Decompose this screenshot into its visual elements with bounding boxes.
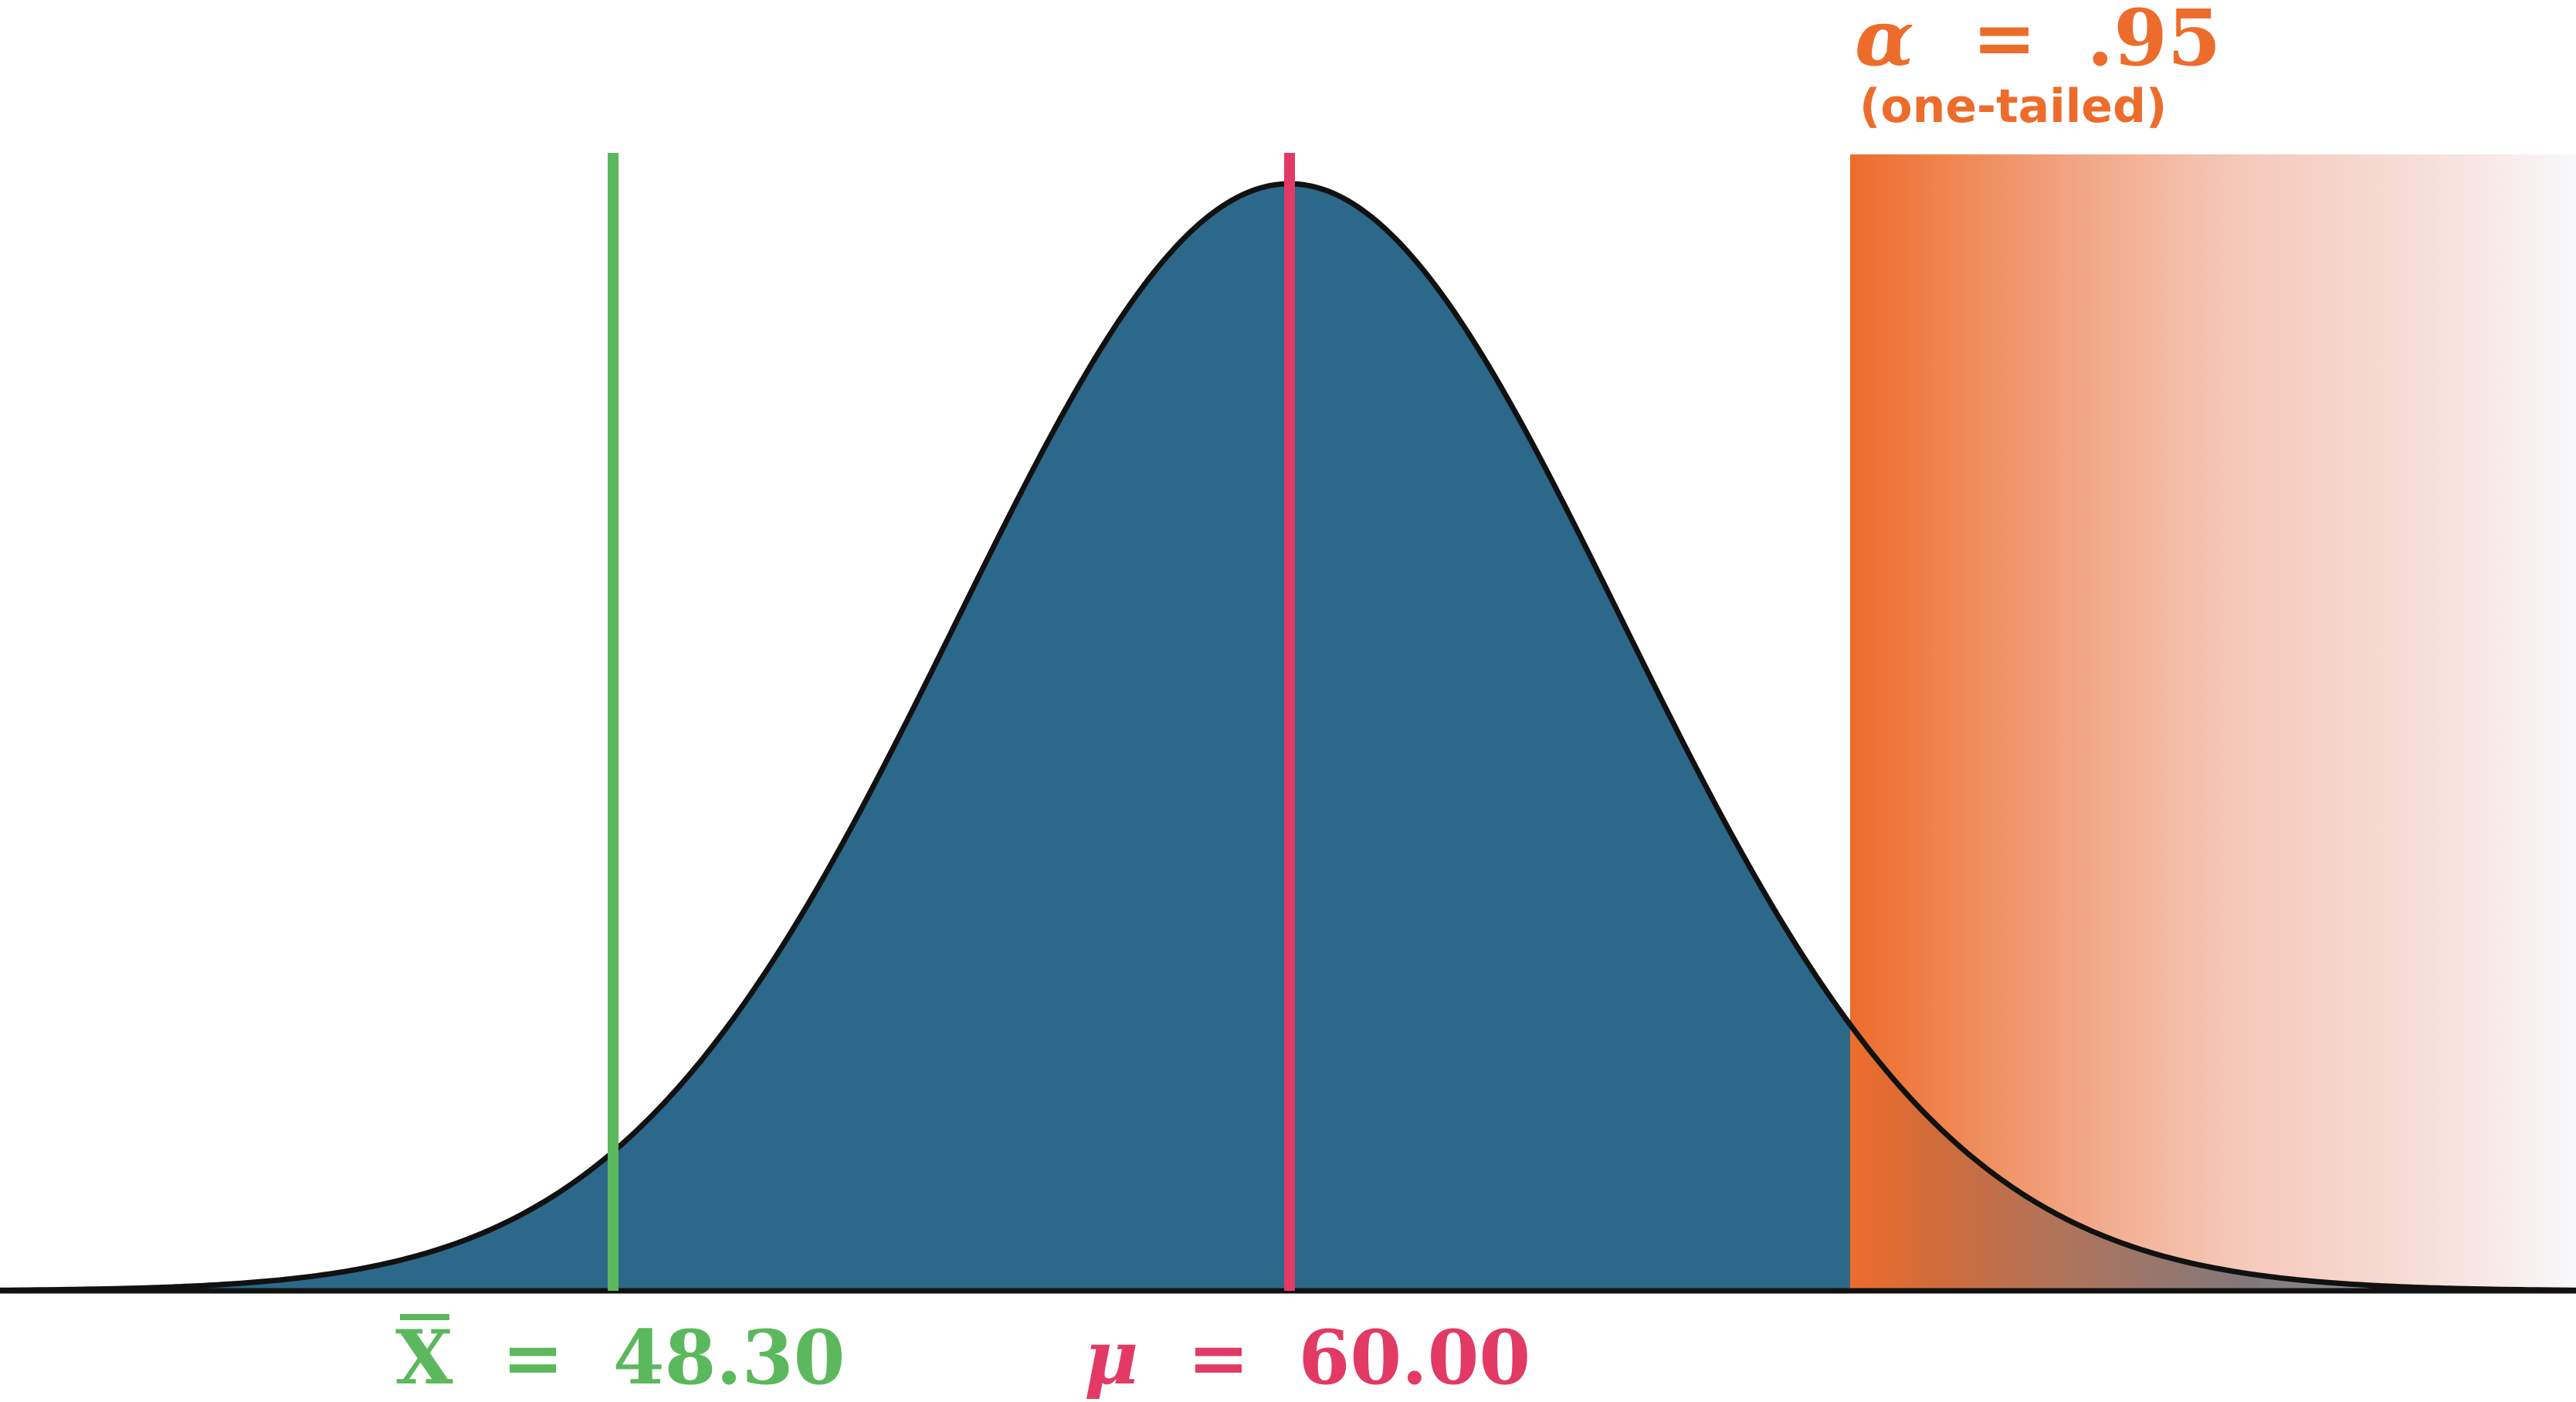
alpha-value: .95 (2086, 0, 2221, 83)
sample-mean-label: X = 48.30 (395, 1314, 845, 1401)
sample-mean-value: 48.30 (613, 1314, 846, 1401)
svg-text:X = 48.30: X = 48.30 (395, 1314, 845, 1401)
alpha-equals: = (1972, 0, 2037, 83)
svg-text:α = .95: α = .95 (1855, 0, 2221, 83)
sample-mean-equals: = (502, 1314, 564, 1401)
alpha-note: (one-tailed) (1859, 80, 2167, 134)
alpha-label: α = .95 (one-tailed) (1855, 0, 2221, 134)
alpha-symbol: α (1855, 0, 1914, 83)
population-mean-equals: = (1188, 1314, 1249, 1401)
population-mean-symbol: μ (1084, 1314, 1138, 1401)
alpha-rejection-region (1850, 154, 2576, 1292)
sample-mean-symbol: X (395, 1314, 453, 1401)
population-mean-label: μ = 60.00 (1084, 1314, 1530, 1401)
svg-text:μ = 60.00: μ = 60.00 (1084, 1314, 1530, 1401)
population-mean-value: 60.00 (1299, 1314, 1531, 1401)
